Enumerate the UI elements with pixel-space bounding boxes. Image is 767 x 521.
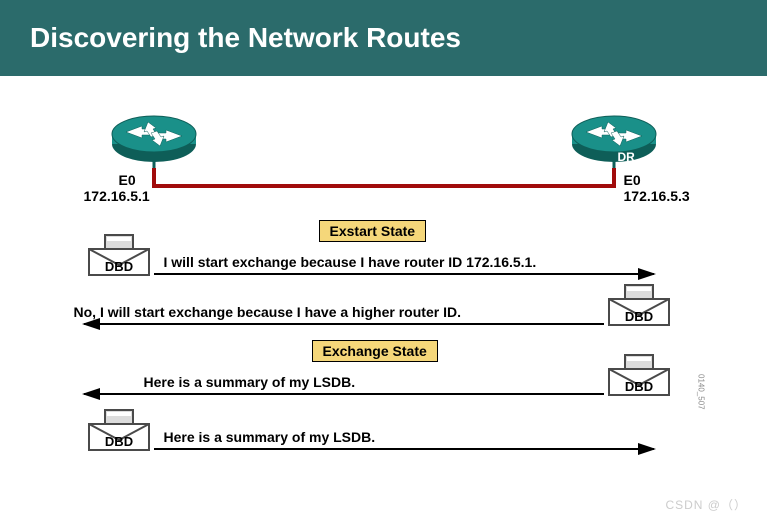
right-ip-label: 172.16.5.3 (624, 188, 690, 204)
msg-4: Here is a summary of my LSDB. (164, 429, 376, 445)
title-banner: Discovering the Network Routes (0, 0, 767, 76)
dbd-envelope-icon: DBD (89, 235, 149, 275)
svg-text:DBD: DBD (104, 434, 132, 449)
dbd-envelope-icon: DBD (609, 355, 669, 395)
exstart-state-box: Exstart State (319, 220, 427, 242)
dr-label: DR (618, 150, 635, 164)
svg-text:DBD: DBD (624, 379, 652, 394)
diagram-svg: DBD DBD DBD DBD (64, 84, 704, 464)
msg-1: I will start exchange because I have rou… (164, 254, 537, 270)
side-code: 0140_507 (697, 374, 706, 410)
exchange-state-box: Exchange State (312, 340, 438, 362)
right-iface-label: E0 (624, 172, 641, 188)
page-title: Discovering the Network Routes (30, 22, 461, 53)
dbd-envelope-icon: DBD (89, 410, 149, 450)
msg-2: No, I will start exchange because I have… (74, 304, 461, 320)
msg-3: Here is a summary of my LSDB. (144, 374, 356, 390)
router-left-icon (112, 116, 196, 168)
network-diagram: DBD DBD DBD DBD E0 172.16.5.1 E0 172.16.… (64, 84, 704, 464)
left-ip-label: 172.16.5.1 (84, 188, 150, 204)
dbd-envelope-icon: DBD (609, 285, 669, 325)
left-iface-label: E0 (119, 172, 136, 188)
svg-text:DBD: DBD (104, 259, 132, 274)
svg-text:DBD: DBD (624, 309, 652, 324)
router-right-icon (572, 116, 656, 168)
watermark: CSDN @（） (665, 496, 747, 513)
